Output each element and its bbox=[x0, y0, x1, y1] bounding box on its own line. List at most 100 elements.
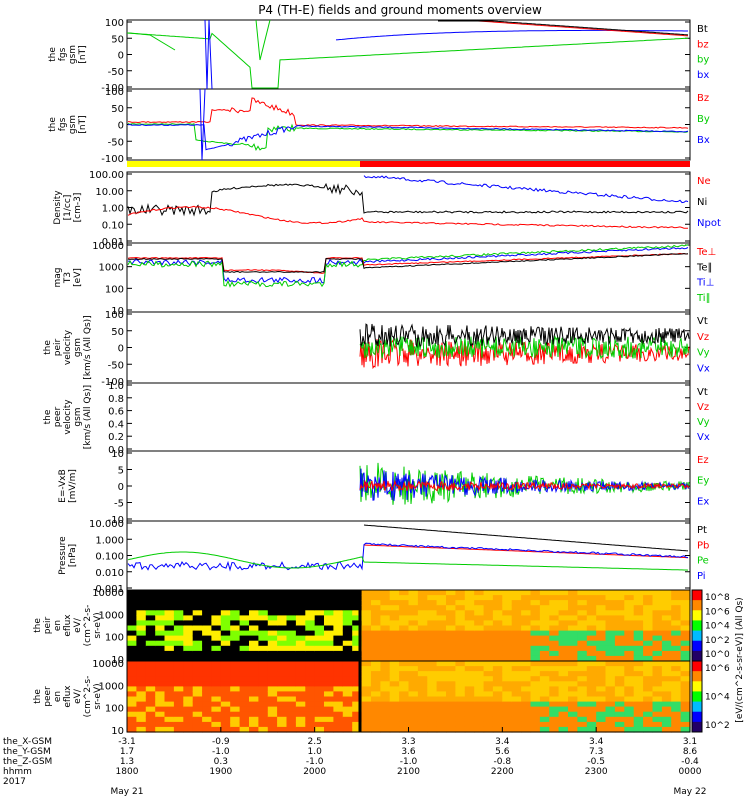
x-tick-z: -1.0 bbox=[306, 757, 324, 767]
legend-Vt: Vt bbox=[697, 387, 708, 398]
Bz-line bbox=[127, 97, 689, 129]
legend-Pi: Pi bbox=[697, 571, 706, 582]
date-end: May 22 bbox=[674, 787, 707, 797]
panel-fgs-dsl: 100 50 0 -50 -100 the fgs gsm [nT] Bz By Bx bbox=[48, 87, 710, 165]
y-tick-label: 10 bbox=[111, 726, 124, 737]
y-tick-label: 0 bbox=[118, 121, 124, 132]
legend-Vt: Vt bbox=[697, 316, 708, 327]
y-tick-label: 1.0 bbox=[108, 381, 124, 392]
y-axis-label: the bbox=[48, 117, 58, 132]
y-tick-label: 10 bbox=[111, 655, 124, 666]
Te-perp-line bbox=[127, 252, 689, 274]
y-tick-label: 10000 bbox=[92, 659, 124, 670]
legend-Te⊥: Te⊥ bbox=[696, 247, 716, 258]
y-axis-label: the bbox=[43, 340, 53, 355]
y-axis-label: [nT] bbox=[78, 45, 88, 63]
y-tick-label: 50 bbox=[111, 104, 124, 115]
panel-4-traces bbox=[359, 323, 690, 370]
y-tick-label: 5 bbox=[118, 466, 124, 477]
y-tick-label: -100 bbox=[101, 154, 124, 165]
y-axis-label: peer bbox=[43, 686, 53, 707]
x-tick-z: -0.4 bbox=[681, 757, 699, 767]
y-axis-label: eflux bbox=[63, 685, 73, 708]
legend-Pb: Pb bbox=[697, 540, 709, 551]
x-tick-z: 0.3 bbox=[214, 757, 228, 767]
y-tick-label: 10 bbox=[111, 449, 124, 460]
y-tick-label: 100 bbox=[105, 704, 124, 715]
x-tick-y: 8.6 bbox=[683, 747, 698, 757]
x-tick-y: 7.3 bbox=[589, 747, 603, 757]
x-row-label: the_X-GSM bbox=[3, 737, 52, 747]
y-axis-label: peer bbox=[53, 406, 63, 427]
legend-Ti⊥: Ti⊥ bbox=[696, 278, 714, 289]
legend-Ne: Ne bbox=[697, 176, 711, 187]
y-axis-label: T3 bbox=[63, 272, 73, 284]
legend-By: By bbox=[697, 114, 710, 125]
x-tick-x: 3.4 bbox=[589, 737, 604, 747]
Ni-line bbox=[127, 182, 689, 217]
y-axis-label: velocity bbox=[63, 329, 73, 365]
Vt-line bbox=[359, 323, 690, 348]
y-tick-label: -10 bbox=[108, 515, 124, 526]
panel-temperature: 10000 1000 100 10 mag T3 [eV] Te⊥ Te∥ Ti⊥ Ti∥ bbox=[53, 241, 716, 317]
x-tick-t: 2300 bbox=[585, 767, 608, 777]
y-axis-label: [eV] bbox=[73, 268, 83, 287]
x-tick-x: 2.5 bbox=[308, 737, 322, 747]
status-bar-red bbox=[360, 161, 690, 167]
y-axis-label: velocity bbox=[63, 399, 73, 435]
y-tick-label: 100 bbox=[105, 87, 124, 98]
y-axis-label: en bbox=[53, 620, 63, 631]
x-tick-x: 3.3 bbox=[401, 737, 415, 747]
legend-Vz: Vz bbox=[697, 402, 709, 413]
y-axis-label: fgs bbox=[58, 47, 68, 61]
legend-Ti∥: Ti∥ bbox=[696, 293, 711, 304]
legend-Vy: Vy bbox=[697, 417, 710, 428]
y-tick-label: 0.4 bbox=[108, 419, 124, 430]
y-tick-label: 0.2 bbox=[108, 432, 124, 443]
y-axis-label: [km/s (All Qs)] bbox=[83, 385, 93, 449]
y-tick-label: 0.10 bbox=[102, 220, 124, 231]
colorbar-label: 10^2 bbox=[705, 636, 730, 646]
y-axis-label: (cm^2-s- bbox=[83, 605, 93, 647]
date-start: May 21 bbox=[111, 787, 144, 797]
x-tick-t: 0000 bbox=[679, 767, 702, 777]
y-axis-label: the bbox=[43, 409, 53, 424]
x-tick-y: 3.6 bbox=[401, 747, 416, 757]
panel-6-traces bbox=[359, 462, 690, 505]
x-row-label: the_Y-GSM bbox=[3, 747, 51, 757]
x-tick-t: 2100 bbox=[397, 767, 420, 777]
Ez-line bbox=[359, 479, 690, 492]
x-tick-z: -0.8 bbox=[494, 757, 512, 767]
legend-Ez: Ez bbox=[697, 455, 709, 466]
x-tick-t: 1800 bbox=[116, 767, 139, 777]
y-axis-label: the bbox=[33, 689, 43, 704]
x-tick-y: 1.0 bbox=[308, 747, 323, 757]
legend-Pt: Pt bbox=[697, 525, 707, 536]
y-tick-label: 1000 bbox=[99, 681, 124, 692]
colorbar-label: 10^0 bbox=[705, 650, 730, 660]
legend-Vx: Vx bbox=[697, 432, 710, 443]
colorbar-label: 10^4 bbox=[705, 693, 730, 703]
legend-Te∥: Te∥ bbox=[696, 262, 713, 273]
Ne-line bbox=[127, 205, 688, 229]
y-axis-label: the bbox=[33, 618, 43, 633]
colorbar-label: 10^2 bbox=[705, 721, 730, 731]
y-axis-label: sr-eV) bbox=[93, 612, 103, 638]
y-tick-label: 50 bbox=[111, 34, 124, 45]
legend-by: by bbox=[697, 55, 709, 66]
Bx-line bbox=[127, 123, 689, 151]
y-tick-label: 100 bbox=[105, 18, 124, 29]
x-tick-x: -3.1 bbox=[118, 737, 136, 747]
panel-7-traces bbox=[127, 524, 689, 572]
y-axis-label: peir bbox=[43, 616, 53, 634]
x-tick-t: 1900 bbox=[209, 767, 232, 777]
panel-density: 100.00 10.00 1.00 0.10 0.01 Density [1/cc] [cm-… bbox=[53, 170, 721, 248]
y-axis-label: the bbox=[48, 47, 58, 62]
x-tick-y: 1.7 bbox=[120, 747, 134, 757]
y-axis-label: eV/ bbox=[73, 688, 83, 704]
y-axis-label: Pressure bbox=[58, 536, 68, 575]
x-tick-t: 2200 bbox=[491, 767, 514, 777]
y-axis-label: gsm bbox=[68, 45, 78, 64]
y-tick-label: -100 bbox=[101, 377, 124, 388]
